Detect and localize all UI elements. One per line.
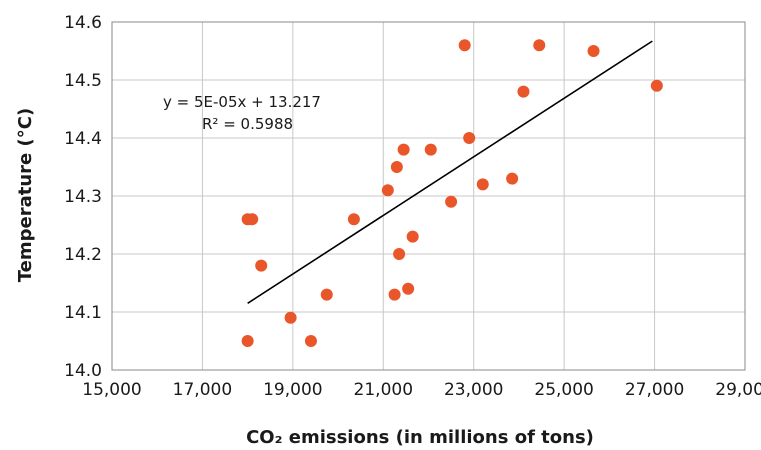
data-point <box>533 39 546 52</box>
data-point <box>347 213 360 226</box>
x-tick-label: 23,000 <box>444 380 503 400</box>
data-point <box>284 311 297 324</box>
x-axis-title: CO₂ emissions (in millions of tons) <box>246 427 594 448</box>
data-point <box>397 143 410 156</box>
data-point <box>650 79 663 92</box>
data-point <box>424 143 437 156</box>
data-point <box>255 259 268 272</box>
data-point <box>463 132 476 144</box>
r-squared-label: R² = 0.5988 <box>202 115 293 133</box>
data-point <box>393 248 406 260</box>
data-point <box>402 282 415 295</box>
y-tick-labels: 14.0 14.1 14.2 14.3 14.4 14.5 14.6 <box>64 13 102 381</box>
gridlines <box>111 21 746 371</box>
y-tick-label: 14.4 <box>64 129 102 149</box>
data-point <box>246 213 259 226</box>
data-point <box>517 85 530 98</box>
y-tick-label: 14.5 <box>64 71 102 91</box>
y-tick-label: 14.1 <box>64 303 102 323</box>
x-tick-label: 29,000 <box>715 380 761 400</box>
data-point <box>587 45 600 57</box>
y-tick-label: 14.2 <box>64 245 102 265</box>
data-point <box>304 335 317 347</box>
x-tick-label: 17,000 <box>173 380 232 400</box>
data-point <box>388 288 401 301</box>
data-point <box>406 230 419 243</box>
y-tick-label: 14.0 <box>64 361 102 381</box>
y-axis-title: Temperature (°C) <box>15 108 36 282</box>
y-tick-label: 14.6 <box>64 13 102 33</box>
x-tick-label: 19,000 <box>263 380 322 400</box>
data-point <box>241 335 254 347</box>
data-point <box>506 172 519 185</box>
data-point <box>458 39 471 52</box>
x-tick-label: 15,000 <box>82 380 141 400</box>
plot-area-border <box>111 21 746 371</box>
data-point <box>390 161 403 173</box>
x-tick-label: 25,000 <box>534 380 593 400</box>
data-point <box>476 178 489 191</box>
trendline-equation: y = 5E-05x + 13.217 <box>163 93 321 111</box>
x-tick-label: 27,000 <box>625 380 684 400</box>
x-tick-labels: 15,000 17,000 19,000 21,000 23,000 25,000 27,0… <box>82 380 761 400</box>
x-tick-label: 21,000 <box>354 380 413 400</box>
y-tick-label: 14.3 <box>64 187 102 207</box>
data-point <box>320 288 333 301</box>
trendline <box>247 40 653 304</box>
data-point <box>445 195 458 208</box>
data-points <box>241 39 663 347</box>
data-point <box>381 184 394 197</box>
